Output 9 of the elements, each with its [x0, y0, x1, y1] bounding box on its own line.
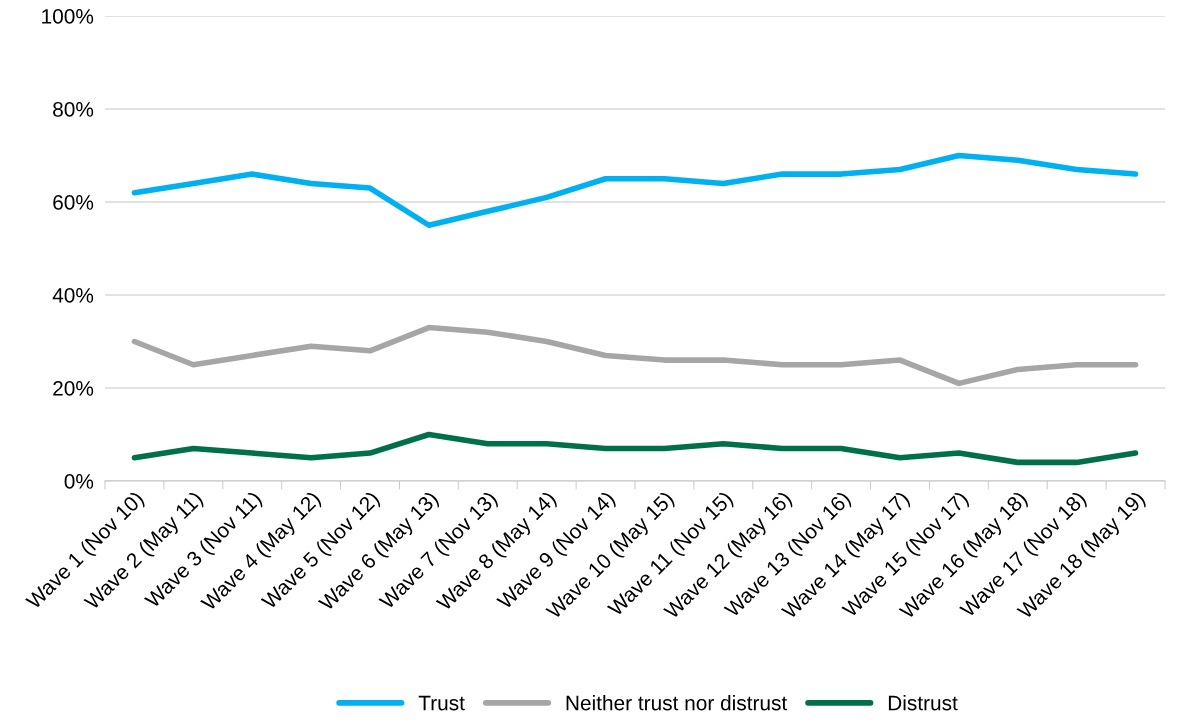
legend-label: Trust — [418, 695, 465, 711]
y-tick-label: 60% — [53, 195, 94, 210]
y-tick-label: 20% — [53, 381, 94, 396]
y-tick-label: 100% — [42, 9, 94, 24]
legend-label: Neither trust nor distrust — [566, 695, 788, 711]
y-tick-label: 0% — [64, 474, 94, 489]
y-tick-label: 80% — [53, 102, 94, 117]
y-tick-label: 40% — [52, 288, 94, 303]
legend-label: Distrust — [888, 695, 958, 711]
